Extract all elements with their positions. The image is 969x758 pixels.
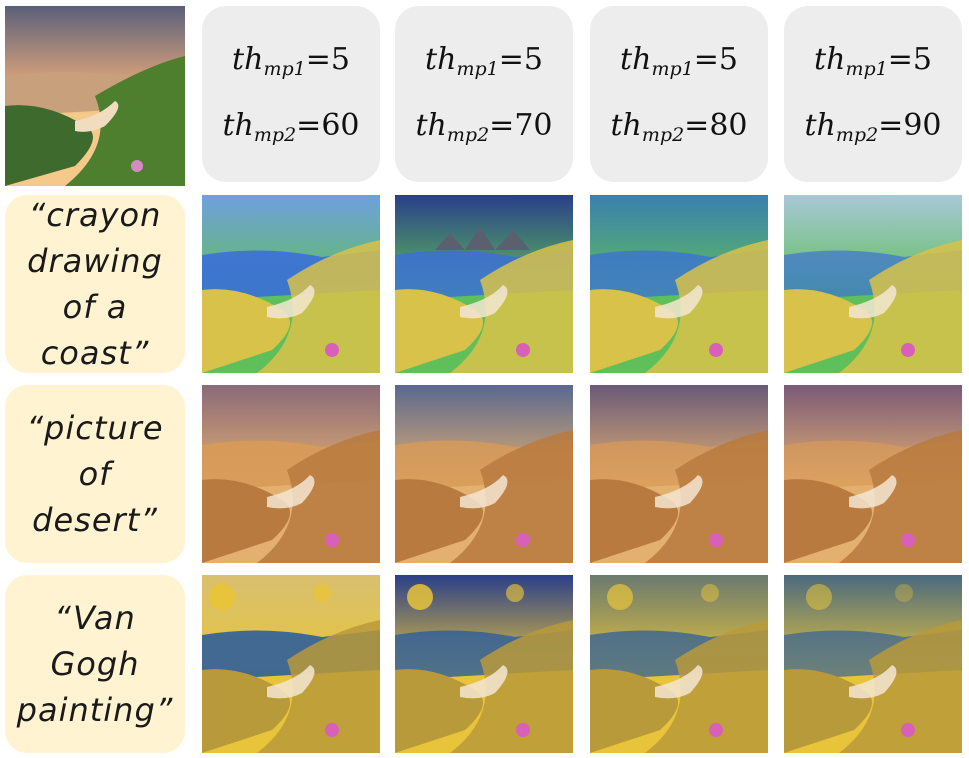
generated-image-desert-col2 bbox=[395, 385, 573, 563]
param1-label: thmp1=5 bbox=[425, 42, 543, 80]
prompt-crayon: “crayon drawing of a coast” bbox=[5, 195, 185, 373]
param1-label: thmp1=5 bbox=[232, 42, 350, 80]
param2-label: thmp2=80 bbox=[610, 108, 748, 146]
prompt-vangogh: “Van Gogh painting” bbox=[5, 575, 185, 753]
prompt-text: “crayon drawing of a coast” bbox=[27, 196, 163, 372]
param-header-col4: thmp1=5 thmp2=90 bbox=[784, 6, 962, 182]
generated-image-desert-col1 bbox=[202, 385, 380, 563]
generated-image-crayon-coast-col1 bbox=[202, 195, 380, 373]
param-header-col3: thmp1=5 thmp2=80 bbox=[590, 6, 768, 182]
generated-image-crayon-coast-col2 bbox=[395, 195, 573, 373]
generated-image-vangogh-col3 bbox=[590, 575, 768, 753]
param1-label: thmp1=5 bbox=[814, 42, 932, 80]
generated-image-vangogh-col4 bbox=[784, 575, 962, 753]
prompt-desert: “picture of desert” bbox=[5, 385, 185, 563]
generated-image-crayon-coast-col3 bbox=[590, 195, 768, 373]
param-header-col2: thmp1=5 thmp2=70 bbox=[395, 6, 573, 182]
generated-image-desert-col3 bbox=[590, 385, 768, 563]
prompt-text: “picture of desert” bbox=[26, 409, 164, 539]
param1-label: thmp1=5 bbox=[620, 42, 738, 80]
param2-label: thmp2=70 bbox=[415, 108, 553, 146]
param2-label: thmp2=90 bbox=[804, 108, 942, 146]
generated-image-vangogh-col1 bbox=[202, 575, 380, 753]
param2-label: thmp2=60 bbox=[222, 108, 360, 146]
param-header-col1: thmp1=5 thmp2=60 bbox=[202, 6, 380, 182]
generated-image-crayon-coast-col4 bbox=[784, 195, 962, 373]
generated-image-vangogh-col2 bbox=[395, 575, 573, 753]
generated-image-desert-col4 bbox=[784, 385, 962, 563]
source-image bbox=[5, 6, 185, 186]
prompt-text: “Van Gogh painting” bbox=[16, 599, 174, 729]
